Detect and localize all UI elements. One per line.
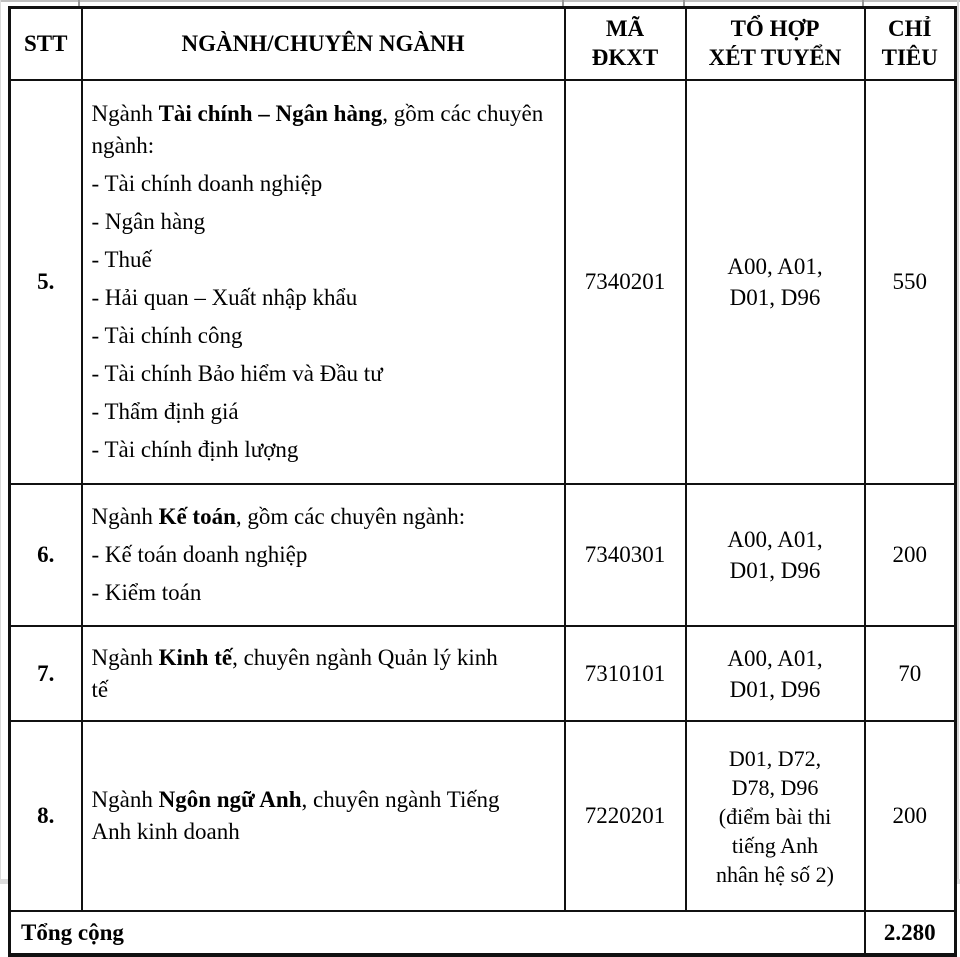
specialization-item: - Tài chính định lượng (91, 437, 299, 462)
major-cell: Ngành Kinh tế, chuyên ngành Quản lý kinh… (80, 625, 566, 722)
cropped-row-tick (562, 0, 564, 7)
table-row: 7. Ngành Kinh tế, chuyên ngành Quản lý k… (8, 625, 957, 722)
quota-cell: 200 (863, 483, 957, 627)
combination-cell: D01, D72, D78, D96 (điểm bài thi tiếng A… (684, 720, 866, 912)
major-name: Kế toán (158, 504, 236, 529)
header-row: STT NGÀNH/CHUYÊN NGÀNH MÃ ĐKXT TỔ HỢP XÉ… (8, 6, 957, 81)
stt-cell: 8. (8, 720, 83, 912)
table-row: 6. Ngành Kế toán, gồm các chuyên ngành: … (8, 483, 957, 627)
major-cell: Ngành Tài chính – Ngân hàng, gồm các chu… (80, 79, 566, 485)
page-left-hairline (0, 0, 1, 884)
header-stt: STT (8, 6, 83, 81)
code-cell: 7340201 (563, 79, 687, 485)
combination-cell: A00, A01, D01, D96 (684, 625, 866, 722)
total-row: Tổng cộng 2.280 (8, 910, 957, 957)
stt-cell: 6. (8, 483, 83, 627)
major-prefix: Ngành (91, 787, 159, 812)
specialization-item: - Thuế (91, 247, 152, 272)
specialization-item: - Kiểm toán (91, 580, 202, 605)
total-label: Tổng cộng (8, 910, 866, 957)
major-name: Ngôn ngữ Anh (158, 787, 302, 812)
major-name: Kinh tế (158, 644, 233, 670)
quota-cell: 70 (863, 625, 957, 722)
major-prefix: Ngành (91, 101, 159, 126)
specialization-item: - Tài chính doanh nghiệp (91, 171, 323, 196)
total-value: 2.280 (863, 910, 957, 957)
header-major: NGÀNH/CHUYÊN NGÀNH (80, 6, 566, 81)
major-suffix: , chuyên ngành Quản lý kinh tế (91, 644, 498, 702)
code-cell: 7340301 (563, 483, 687, 627)
combination-cell: A00, A01, D01, D96 (684, 483, 866, 627)
specialization-item: - Ngân hàng (91, 209, 206, 234)
specialization-item: - Tài chính Bảo hiểm và Đầu tư (91, 361, 383, 386)
major-cell: Ngành Ngôn ngữ Anh, chuyên ngành Tiếng A… (80, 720, 566, 912)
combination-cell: A00, A01, D01, D96 (684, 79, 866, 485)
header-quota: CHỈ TIÊU (863, 6, 957, 81)
page-right-hairline (957, 0, 959, 884)
major-suffix: , chuyên ngành Tiếng Anh kinh doanh (91, 787, 500, 844)
specialization-item: - Tài chính công (91, 323, 243, 348)
major-name: Tài chính – Ngân hàng (158, 101, 383, 126)
major-suffix: , gồm các chuyên ngành: (235, 504, 466, 529)
major-title: Ngành Kinh tế, chuyên ngành Quản lý kinh… (92, 642, 520, 706)
cropped-row-tick (683, 0, 685, 7)
specialization-item: - Thẩm định giá (91, 399, 239, 424)
major-suffix: , gồm các chuyên ngành: (91, 101, 544, 158)
specialization-item: - Hải quan – Xuất nhập khẩu (91, 285, 358, 310)
header-combination: TỔ HỢP XÉT TUYỂN (684, 6, 866, 81)
major-title: Ngành Kế toán, gồm các chuyên ngành: (92, 501, 552, 533)
major-prefix: Ngành (91, 644, 159, 670)
quota-cell: 550 (863, 79, 957, 485)
table-row: 5. Ngành Tài chính – Ngân hàng, gồm các … (8, 79, 957, 485)
code-cell: 7310101 (563, 625, 687, 722)
specialization-item: - Kế toán doanh nghiệp (91, 542, 308, 567)
major-cell: Ngành Kế toán, gồm các chuyên ngành: - K… (80, 483, 566, 627)
table-row: 8. Ngành Ngôn ngữ Anh, chuyên ngành Tiến… (8, 720, 957, 912)
page-top-hairline (0, 0, 960, 2)
major-title: Ngành Ngôn ngữ Anh, chuyên ngành Tiếng A… (92, 784, 506, 848)
major-prefix: Ngành (91, 504, 159, 529)
major-title: Ngành Tài chính – Ngân hàng, gồm các chu… (92, 98, 552, 162)
header-code: MÃ ĐKXT (563, 6, 687, 81)
quota-cell: 200 (863, 720, 957, 912)
stt-cell: 5. (8, 79, 83, 485)
code-cell: 7220201 (563, 720, 687, 912)
stt-cell: 7. (8, 625, 83, 722)
cropped-row-tick (862, 0, 864, 7)
cropped-row-tick (78, 0, 80, 7)
admissions-quota-table: STT NGÀNH/CHUYÊN NGÀNH MÃ ĐKXT TỔ HỢP XÉ… (8, 6, 957, 957)
